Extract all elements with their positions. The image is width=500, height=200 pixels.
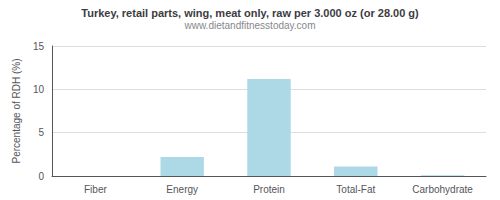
svg-text:Turkey, retail parts, wing, me: Turkey, retail parts, wing, meat only, r… — [81, 7, 419, 19]
svg-text:Fiber: Fiber — [84, 184, 107, 195]
svg-text:5: 5 — [38, 127, 44, 138]
svg-text:15: 15 — [33, 41, 45, 52]
svg-text:0: 0 — [38, 171, 44, 182]
svg-text:Protein: Protein — [253, 184, 285, 195]
svg-text:Carbohydrate: Carbohydrate — [412, 184, 473, 195]
svg-text:Energy: Energy — [166, 184, 198, 195]
svg-text:Total-Fat: Total-Fat — [336, 184, 375, 195]
svg-text:10: 10 — [33, 84, 45, 95]
svg-text:Percentage of RDH (%): Percentage of RDH (%) — [11, 58, 22, 163]
svg-text:www.dietandfitnesstoday.com: www.dietandfitnesstoday.com — [184, 20, 316, 31]
